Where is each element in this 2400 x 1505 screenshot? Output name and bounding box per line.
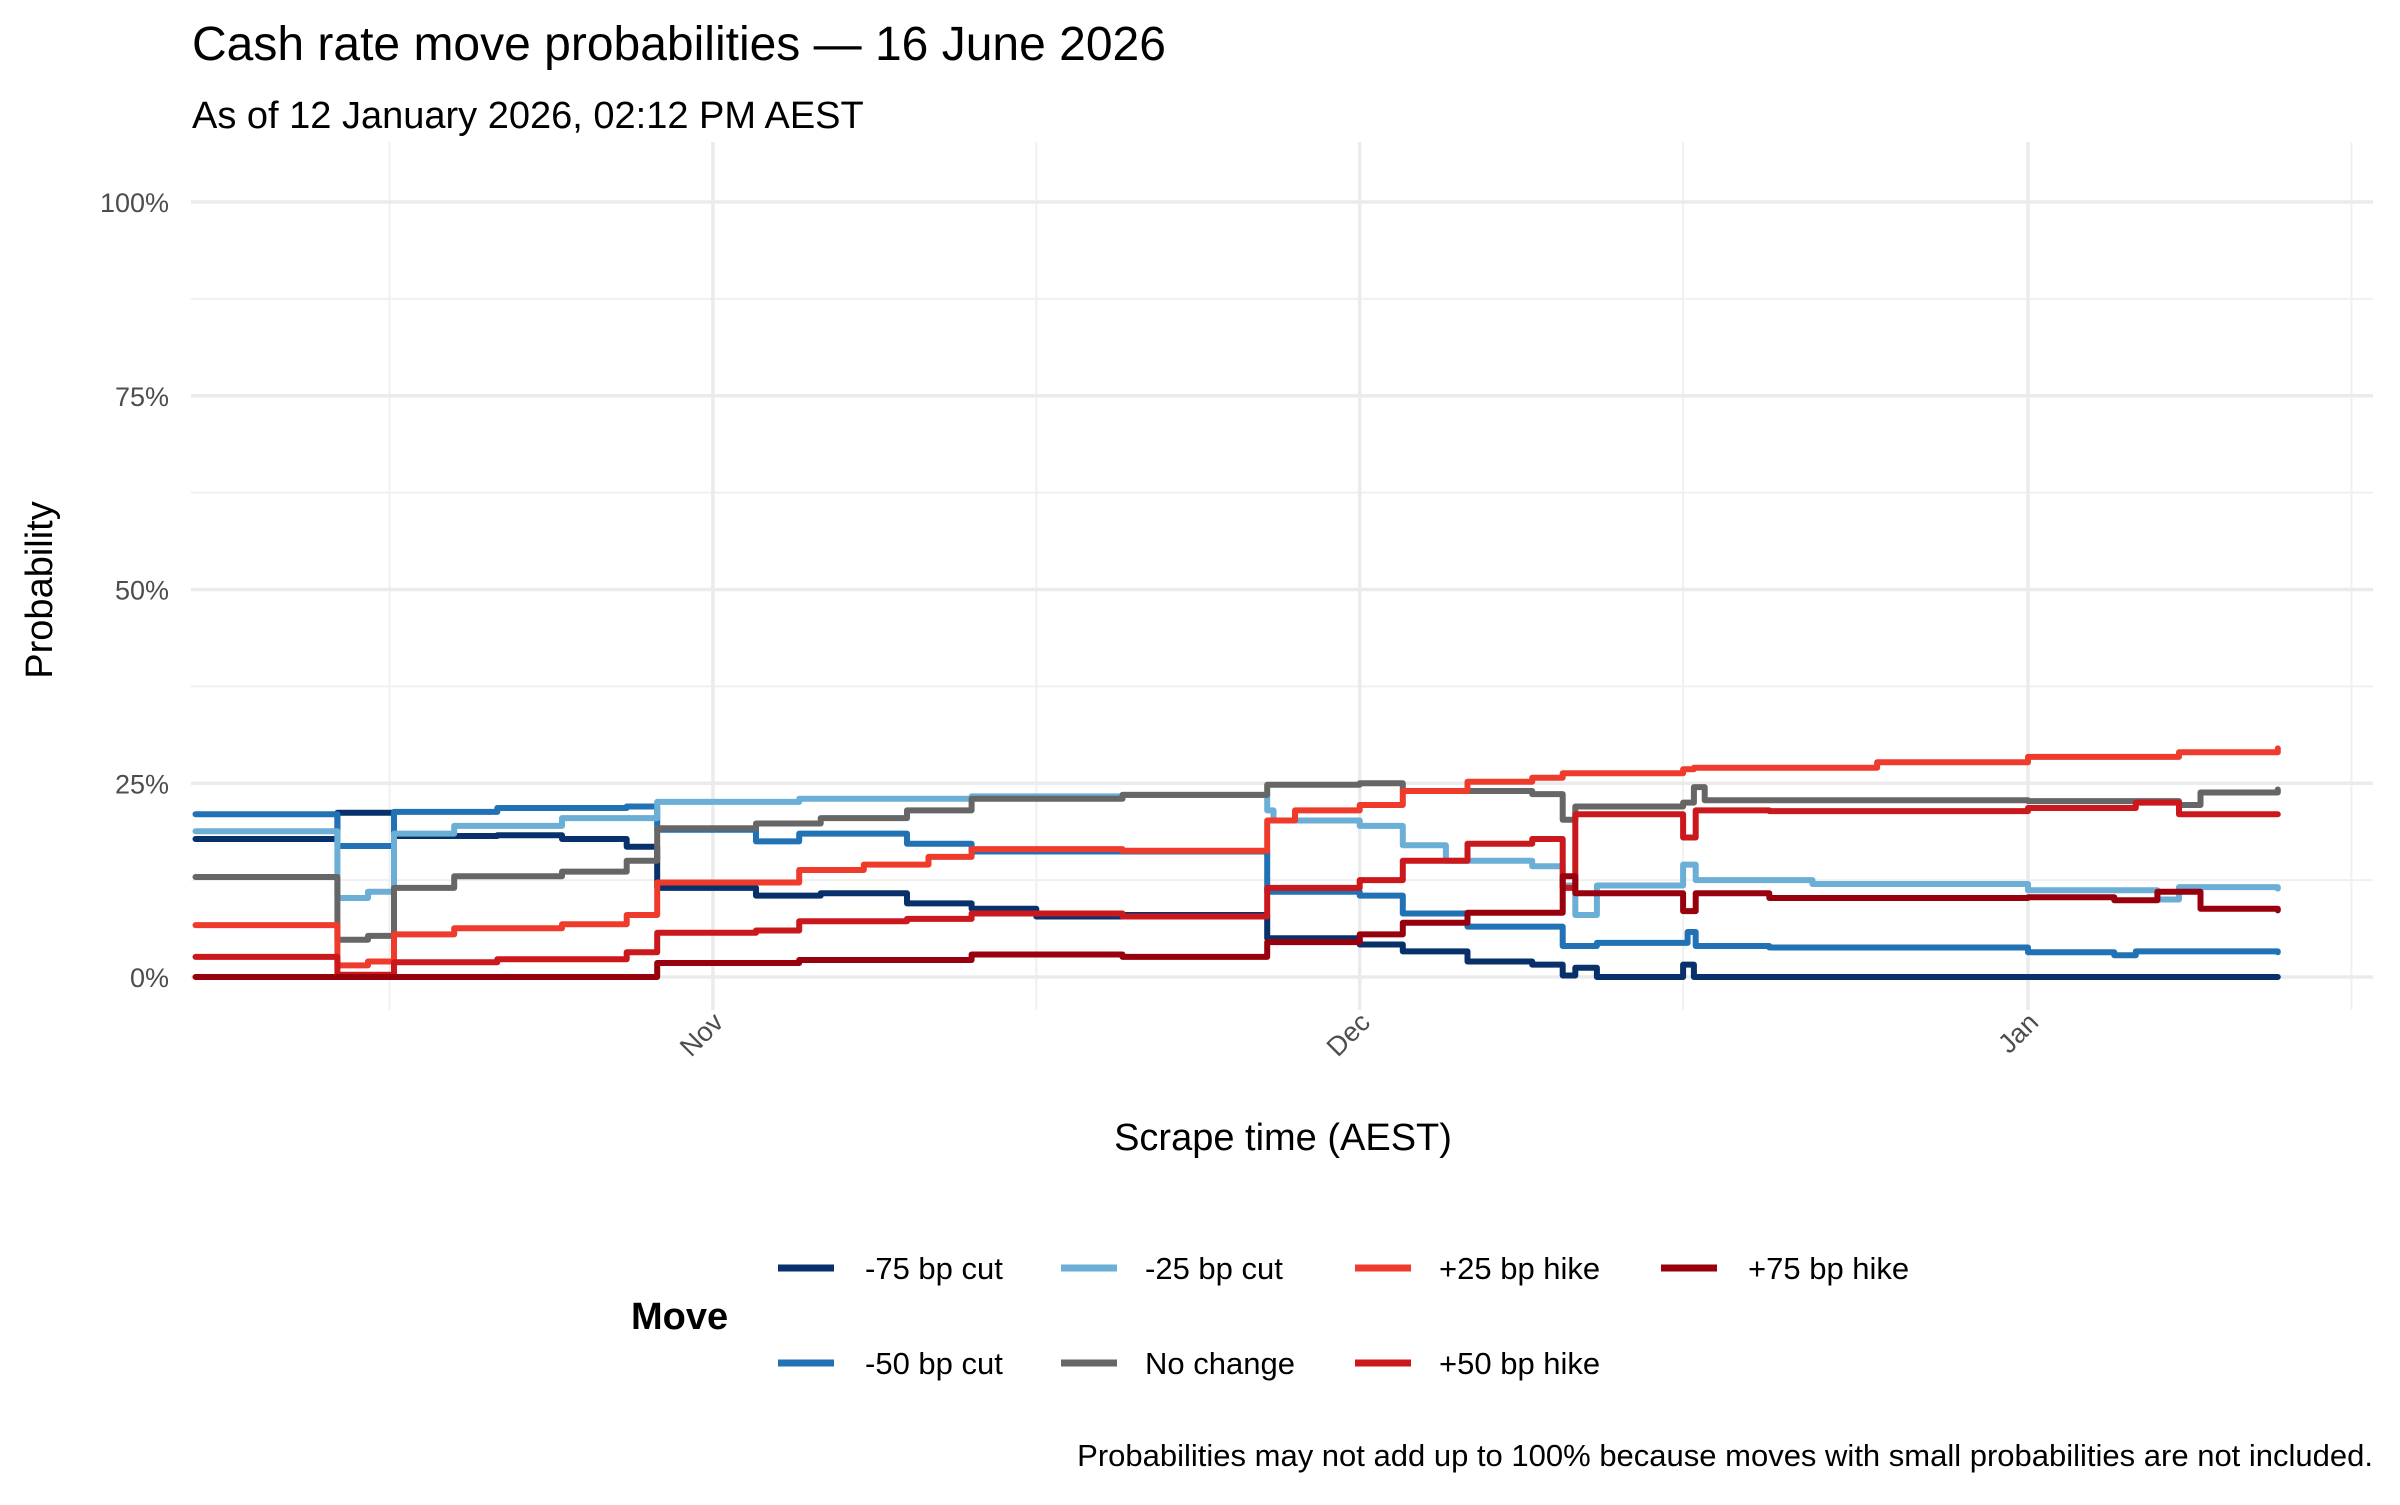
legend-label: -50 bp cut (865, 1346, 1003, 1381)
series-line-75-bp-cut (192, 809, 2281, 980)
series-line-75-bp-hike (192, 873, 2281, 980)
y-tick-label: 100% (100, 188, 169, 218)
legend-title: Move (631, 1296, 728, 1338)
series-line-50-bp-cut (192, 803, 2281, 959)
legend-item: No change (1061, 1346, 1295, 1381)
legend-label: +75 bp hike (1748, 1251, 1909, 1286)
legend-label: -75 bp cut (865, 1251, 1003, 1286)
legend-item: +75 bp hike (1661, 1251, 1909, 1286)
x-tick-label: Nov (674, 1007, 730, 1063)
x-axis-ticks: Nov Dec Jan (674, 1007, 2044, 1063)
y-axis-title: Probability (19, 501, 61, 678)
series-line-no-change (192, 780, 2281, 943)
series-line-25-bp-cut (192, 791, 2281, 918)
y-tick-label: 25% (115, 769, 169, 799)
x-tick-label: Dec (1321, 1007, 1376, 1062)
legend-label: -25 bp cut (1145, 1251, 1283, 1286)
series-line-50-bp-hike (192, 799, 2281, 978)
legend-item: -25 bp cut (1061, 1251, 1283, 1286)
x-tick-label: Jan (1992, 1007, 2044, 1059)
legend-label: No change (1145, 1346, 1295, 1381)
x-axis-title: Scrape time (AEST) (1114, 1117, 1452, 1159)
legend-label: +25 bp hike (1439, 1251, 1600, 1286)
chart-caption: Probabilities may not add up to 100% bec… (1077, 1438, 2373, 1473)
series-lines (192, 745, 2281, 980)
legend-item: +50 bp hike (1355, 1346, 1600, 1381)
legend: -75 bp cut -50 bp cut -25 bp cut No change +… (778, 1251, 1909, 1381)
y-axis-ticks: 0% 25% 50% 75% 100% (100, 188, 169, 993)
legend-item: -50 bp cut (778, 1346, 1003, 1381)
legend-item: +25 bp hike (1355, 1251, 1600, 1286)
series-line-25-bp-hike (192, 745, 2281, 969)
chart-title: Cash rate move probabilities — 16 June 2… (192, 18, 1166, 71)
legend-label: +50 bp hike (1439, 1346, 1600, 1381)
grid (191, 142, 2373, 1010)
y-tick-label: 50% (115, 576, 169, 606)
legend-item: -75 bp cut (778, 1251, 1003, 1286)
y-tick-label: 75% (115, 382, 169, 412)
y-tick-label: 0% (130, 963, 169, 993)
chart-subtitle: As of 12 January 2026, 02:12 PM AEST (192, 95, 864, 137)
